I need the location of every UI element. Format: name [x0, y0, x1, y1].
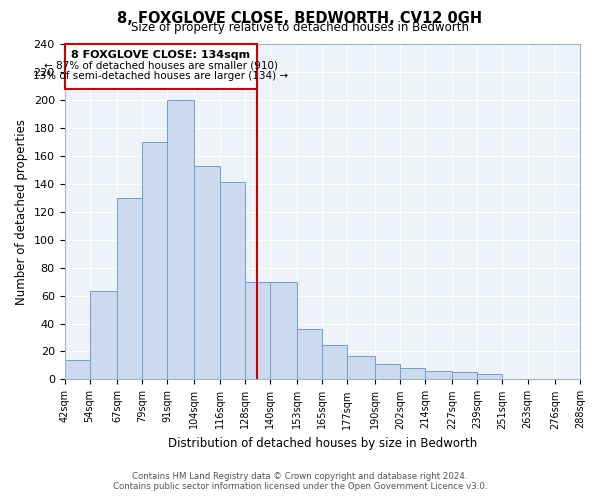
- Bar: [452, 372, 478, 380]
- Bar: [117, 198, 142, 380]
- Bar: [220, 182, 245, 380]
- Text: Contains HM Land Registry data © Crown copyright and database right 2024.
Contai: Contains HM Land Registry data © Crown c…: [113, 472, 487, 491]
- Bar: [194, 166, 220, 380]
- Bar: [297, 329, 322, 380]
- Text: 13% of semi-detached houses are larger (134) →: 13% of semi-detached houses are larger (…: [34, 70, 289, 81]
- Text: Size of property relative to detached houses in Bedworth: Size of property relative to detached ho…: [131, 22, 469, 35]
- Text: ← 87% of detached houses are smaller (910): ← 87% of detached houses are smaller (91…: [44, 61, 278, 71]
- Y-axis label: Number of detached properties: Number of detached properties: [15, 118, 28, 304]
- Bar: [425, 371, 452, 380]
- Bar: [89, 292, 117, 380]
- Text: 8, FOXGLOVE CLOSE, BEDWORTH, CV12 0GH: 8, FOXGLOVE CLOSE, BEDWORTH, CV12 0GH: [118, 11, 482, 26]
- Bar: [400, 368, 425, 380]
- Bar: [270, 282, 297, 380]
- Bar: [374, 364, 400, 380]
- Bar: [478, 374, 502, 380]
- Bar: [142, 142, 167, 380]
- Bar: [245, 282, 270, 380]
- Bar: [322, 344, 347, 380]
- Bar: [65, 44, 257, 88]
- Bar: [167, 100, 194, 379]
- Bar: [347, 356, 374, 380]
- Bar: [65, 360, 89, 380]
- Text: 8 FOXGLOVE CLOSE: 134sqm: 8 FOXGLOVE CLOSE: 134sqm: [71, 50, 250, 59]
- X-axis label: Distribution of detached houses by size in Bedworth: Distribution of detached houses by size …: [167, 437, 477, 450]
